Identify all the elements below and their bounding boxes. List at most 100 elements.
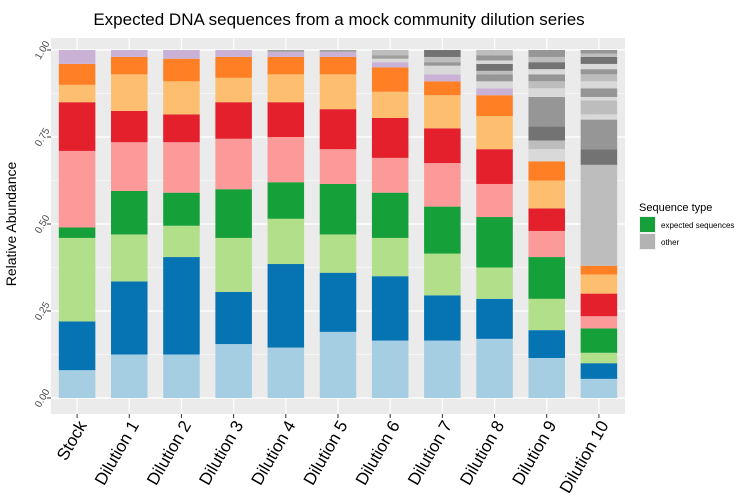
bar-stack: [580, 50, 618, 398]
legend-swatch: [640, 234, 655, 249]
bar-stack: [215, 50, 252, 398]
bar-segment: [319, 149, 357, 184]
bar-segment: [476, 149, 513, 184]
bar-segment: [267, 56, 305, 75]
bar-segment: [371, 50, 409, 56]
bar-segment: [267, 50, 305, 52]
bar-segment: [580, 378, 618, 398]
bar-segment: [58, 102, 96, 151]
bar-segment: [163, 114, 200, 143]
bar-segment: [580, 316, 618, 329]
bar-segment: [319, 234, 357, 273]
bar-segment: [476, 88, 513, 96]
bar-segment: [371, 276, 409, 341]
bar-segment: [476, 70, 513, 75]
bar-segment: [580, 88, 618, 97]
bar-segment: [476, 298, 513, 339]
bar-segment: [424, 340, 461, 398]
bar-segment: [528, 50, 565, 57]
bar-segment: [580, 100, 618, 115]
bar-segment: [371, 55, 409, 59]
bar-segment: [58, 150, 96, 228]
bar-segment: [267, 182, 305, 219]
x-tick-label: Dilution 5: [300, 417, 352, 488]
bar-segment: [424, 65, 461, 75]
bar-segment: [580, 352, 618, 364]
bar-segment: [580, 328, 618, 353]
bar-segment: [580, 164, 618, 266]
bar-segment: [528, 74, 565, 82]
bar-segment: [580, 74, 618, 82]
bar-segment: [111, 56, 148, 75]
bar-segment: [528, 69, 565, 75]
bar-segment: [163, 192, 200, 226]
bar-segment: [111, 110, 148, 143]
bar-segment: [215, 102, 252, 139]
bar-segment: [371, 58, 409, 63]
x-tick-label: Dilution 10: [556, 417, 613, 496]
bar-segment: [163, 354, 200, 398]
bar-segment: [111, 74, 148, 111]
x-tick-label: Dilution 8: [456, 417, 508, 488]
bar-segment: [319, 51, 357, 57]
bar-segment: [58, 63, 96, 85]
bar-segment: [580, 265, 618, 275]
x-tick-label: Dilution 9: [508, 417, 560, 488]
bar-segment: [58, 237, 96, 322]
y-axis: 0.000.250.500.751.00: [33, 39, 52, 410]
bar-segment: [319, 183, 357, 235]
bar-segment: [528, 140, 565, 150]
bar-segment: [371, 91, 409, 118]
bar-segment: [528, 126, 565, 141]
bar-stack: [476, 50, 513, 398]
bar-segment: [111, 142, 148, 191]
x-tick-label: Dilution 1: [91, 417, 143, 488]
bar-segment: [580, 53, 618, 57]
bar-segment: [528, 56, 565, 63]
legend-label: other: [661, 238, 680, 247]
bar-segment: [528, 257, 565, 299]
bar-segment: [371, 237, 409, 277]
x-tick-label: Stock: [53, 417, 91, 464]
bar-segment: [528, 330, 565, 358]
y-axis-title: Relative Abundance: [3, 162, 19, 287]
bar-segment: [476, 50, 513, 56]
bar-segment: [58, 227, 96, 238]
bar-segment: [371, 62, 409, 68]
bar-segment: [163, 142, 200, 193]
bar-segment: [319, 56, 357, 75]
bar-stack: [267, 50, 305, 398]
bar-segment: [476, 60, 513, 64]
chart-title: Expected DNA sequences from a mock commu…: [93, 10, 584, 29]
bar-segment: [424, 206, 461, 254]
bar-segment: [580, 119, 618, 150]
bar-segment: [267, 218, 305, 265]
bar-segment: [528, 180, 565, 209]
bar-segment: [58, 84, 96, 103]
bar-segment: [424, 95, 461, 129]
bar-segment: [424, 295, 461, 341]
bar-segment: [267, 51, 305, 57]
bar-segment: [267, 102, 305, 137]
bar-segment: [267, 347, 305, 398]
bar-segment: [111, 50, 148, 57]
legend-title: Sequence type: [639, 202, 712, 214]
bar-segment: [215, 56, 252, 78]
bar-stack: [528, 50, 565, 398]
bar-segment: [528, 298, 565, 331]
bar-segment: [319, 331, 357, 398]
x-tick-label: Dilution 2: [143, 417, 195, 488]
bar-segment: [580, 293, 618, 317]
bar-segment: [580, 149, 618, 165]
bar-segment: [58, 321, 96, 371]
bar-segment: [424, 56, 461, 63]
bar-segment: [424, 74, 461, 82]
bar-segment: [215, 189, 252, 238]
bar-segment: [371, 340, 409, 398]
legend-entries: expected sequences other: [639, 216, 734, 250]
bar-segment: [476, 95, 513, 117]
bar-segment: [580, 81, 618, 89]
bar-segment: [580, 363, 618, 379]
bar-segment: [424, 128, 461, 164]
